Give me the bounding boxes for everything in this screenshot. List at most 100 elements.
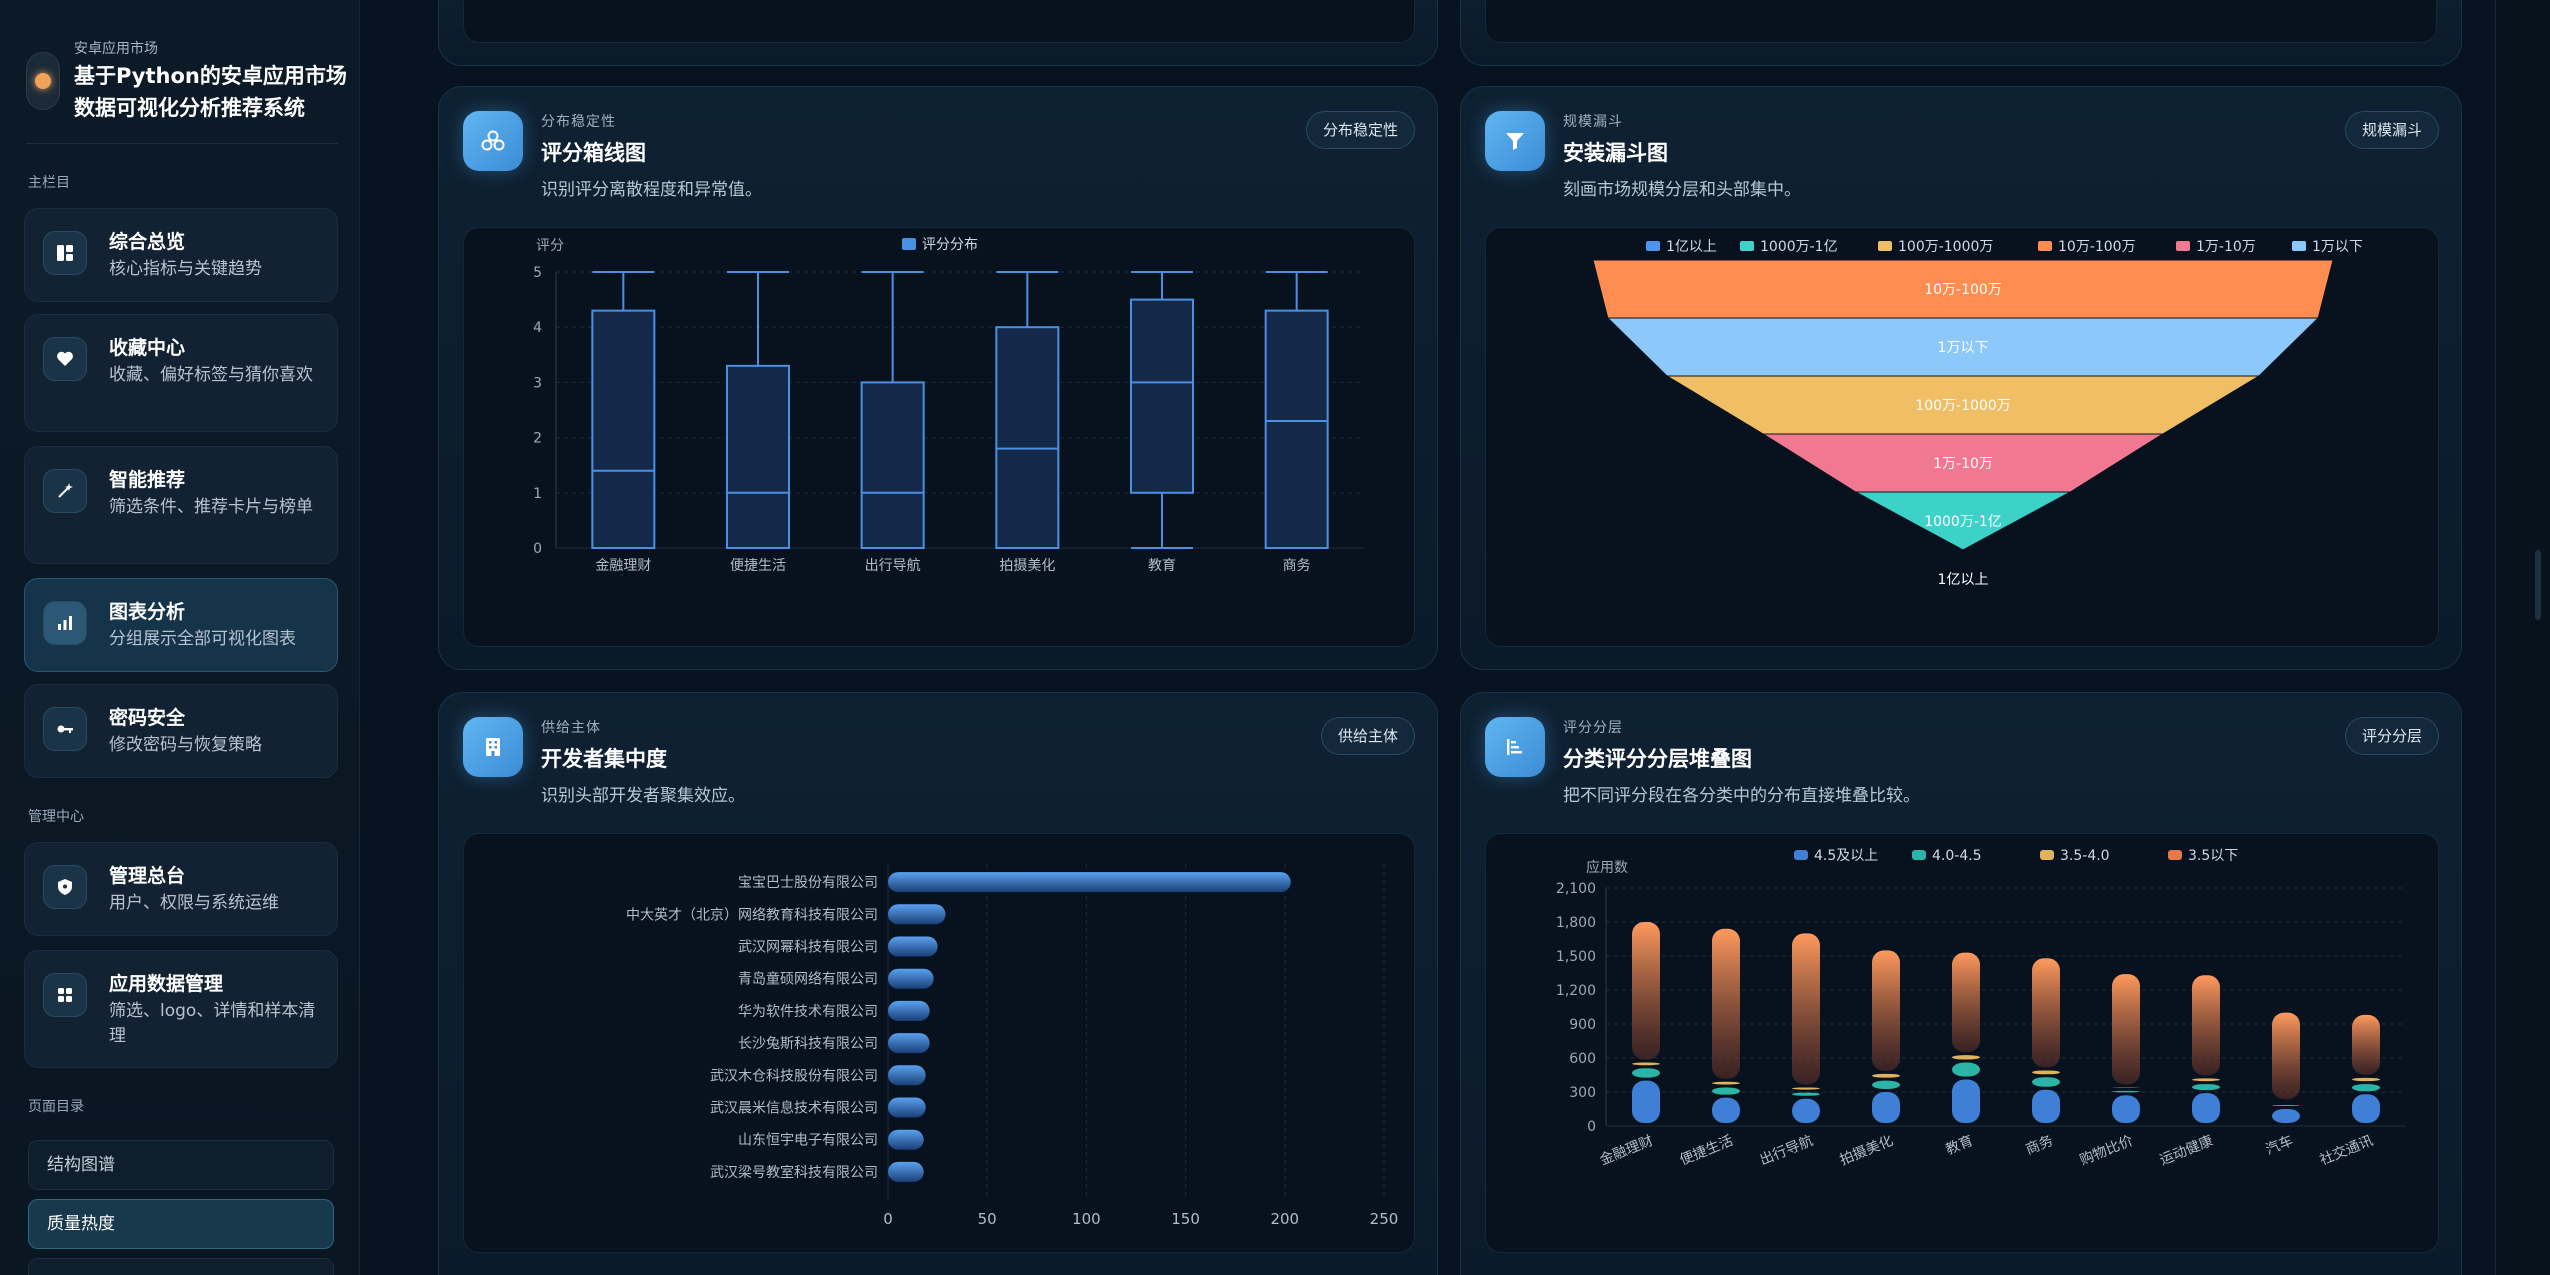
developer-bar [888,904,946,925]
brand[interactable]: 安卓应用市场 基于Python的安卓应用市场数据可视化分析推荐系统 [26,38,347,138]
sidebar: 安卓应用市场 基于Python的安卓应用市场数据可视化分析推荐系统 主栏目 综合… [0,0,360,1275]
developer-bar [888,936,938,957]
sidebar-item-app-data[interactable]: 应用数据管理 筛选、logo、详情和样本清理 [24,950,338,1068]
card-developer-concentration: 供给主体 开发者集中度 识别头部开发者聚集效应。 供给主体 0 50 100 150 2… [438,692,1438,1275]
stacked-segment [2192,1093,2220,1123]
sidebar-item-recommend[interactable]: 智能推荐 筛选条件、推荐卡片与榜单 [24,446,338,564]
brand-kicker: 安卓应用市场 [74,41,158,57]
y-axis-title: 应用数 [1586,859,1628,876]
toc-item-next[interactable] [28,1258,334,1275]
y-tick-label: 2,100 [1556,881,1596,897]
box-body [726,364,790,549]
stacked-segment [2192,975,2220,1076]
stacked-segment [1712,1087,1740,1095]
chart-panel: 评分 评分分布 0 1 2 3 4 5 金融理财 便捷生活 出行导航 拍摄美化 教育 商务 [463,227,1415,647]
y-tick-label: 1,200 [1556,983,1596,999]
stacked-segment [2272,1105,2300,1106]
nav-title: 图表分析 [109,601,186,623]
card-kicker: 分布稳定性 [541,114,616,130]
developer-bar-chart: 0 50 100 150 200 250 宝宝巴士股份有限公司中大英才（北京）网络教育科技有… [626,864,1398,1228]
stacked-segment [2272,1109,2300,1123]
toc-item-quality[interactable]: 质量热度 [28,1199,334,1249]
developer-bar [888,872,1291,893]
legend-swatch [1878,241,1892,251]
funnel-stage-label: 1万以下 [1938,340,1989,356]
chart-panel [463,0,1415,43]
sidebar-item-charts[interactable]: 图表分析 分组展示全部可视化图表 [24,578,338,672]
legend-label: 1万以下 [2312,239,2363,255]
legend-swatch [1646,241,1660,251]
stacked-segment [1952,1055,1980,1060]
card-tag[interactable]: 供给主体 [1320,717,1415,755]
section-label-manage: 管理中心 [28,809,84,825]
y-tick-label: 3 [533,375,542,391]
x-tick-label: 出行导航 [1758,1133,1816,1169]
x-tick-label: 运动健康 [2157,1132,2215,1169]
legend-label: 100万-1000万 [1898,239,1993,255]
x-tick-label: 商务 [1283,558,1311,574]
stacked-segment [1792,1087,1820,1090]
legend-label: 1万-10万 [2196,239,2256,255]
card-title: 安装漏斗图 [1563,141,1668,165]
stacked-segment [1872,1073,1900,1078]
funnel-stage-label: 100万-1000万 [1915,398,2010,414]
card-tag[interactable]: 分布稳定性 [1305,111,1415,149]
legend-swatch [2038,241,2052,251]
x-tick-label: 金融理财 [595,558,651,574]
nav-title: 应用数据管理 [109,973,224,995]
y-tick-label: 4 [533,320,542,336]
scrollbar-track[interactable] [2495,0,2550,1275]
legend-swatch [1794,850,1808,860]
divider [26,143,338,144]
legend-label: 1000万-1亿 [1760,239,1838,255]
x-tick-label: 教育 [1148,558,1176,574]
building-icon [463,717,523,777]
heart-icon [43,337,87,381]
card-kicker: 供给主体 [541,720,601,736]
x-tick-label: 150 [1171,1210,1200,1228]
developer-bar [888,1129,924,1150]
box-body [1264,309,1329,549]
stacked-segment [2032,1077,2060,1087]
funnel-chart: 1亿以上 1000万-1亿 100万-1000万 10万-100万 1万-10万 1万以下… [1592,239,2363,608]
sidebar-item-overview[interactable]: 综合总览 核心指标与关键趋势 [24,208,338,302]
nav-title: 管理总台 [109,865,186,887]
card-tag[interactable]: 规模漏斗 [2344,111,2439,149]
grid-icon [43,973,87,1017]
card-kicker: 评分分层 [1563,720,1623,736]
card-rating-boxplot: 分布稳定性 评分箱线图 识别评分离散程度和异常值。 分布稳定性 评分 评分分布 0 1… [438,86,1438,670]
legend-swatch [2168,850,2182,860]
sidebar-item-admin[interactable]: 管理总台 用户、权限与系统运维 [24,842,338,936]
card-install-funnel: 规模漏斗 安装漏斗图 刻画市场规模分层和头部集中。 规模漏斗 1亿以上 1000万… [1460,86,2462,670]
toc-item-structure[interactable]: 结构图谱 [28,1140,334,1190]
stacked-segment [1872,1092,1900,1123]
scrollbar-thumb[interactable] [2535,550,2541,620]
y-tick-label: 2 [533,431,542,447]
y-tick-label: 1,800 [1556,915,1596,931]
x-tick-label: 购物比价 [2078,1133,2136,1169]
magic-wand-icon [43,469,87,513]
key-icon [43,707,87,751]
y-tick-label: 山东恒宇电子有限公司 [738,1133,878,1149]
nav-desc: 用户、权限与系统运维 [109,893,279,913]
stacked-segment [1632,1062,1660,1066]
nodes-icon [463,111,523,171]
developer-bar [888,968,934,989]
developer-bar [888,1097,926,1118]
sidebar-item-favorites[interactable]: 收藏中心 收藏、偏好标签与猜你喜欢 [24,314,338,432]
legend-label: 评分分布 [922,237,978,253]
bar-chart-icon [43,601,87,645]
x-tick-label: 拍摄美化 [1838,1133,1896,1169]
sidebar-item-password[interactable]: 密码安全 修改密码与恢复策略 [24,684,338,778]
x-tick-label: 出行导航 [865,558,921,574]
stacked-segment [1712,1097,1740,1123]
card-tag[interactable]: 评分分层 [2344,717,2439,755]
legend-label: 10万-100万 [2058,239,2136,255]
legend-swatch [1912,850,1926,860]
stacked-segment [2112,1090,2140,1093]
card-title: 分类评分分层堆叠图 [1563,747,1752,771]
stacked-segment [1792,933,1820,1085]
stacked-segment [1712,1081,1740,1085]
x-tick-label: 商务 [2024,1133,2056,1158]
y-tick-label: 0 [1587,1119,1596,1135]
